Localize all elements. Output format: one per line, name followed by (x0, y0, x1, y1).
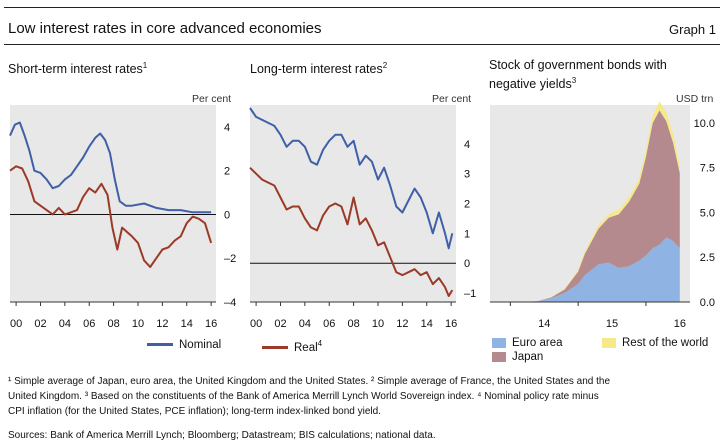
long-rates-xtick-label: 12 (396, 318, 408, 330)
legend-japan: Japan (492, 351, 543, 363)
footnotes: ¹ Simple average of Japan, euro area, th… (8, 376, 611, 417)
bonds-ytick-label: 0.0 (700, 297, 715, 309)
page-title: Low interest rates in core advanced econ… (8, 20, 322, 37)
short-rates-xtick-label: 12 (156, 318, 168, 330)
legend-nominal: Nominal (147, 339, 221, 351)
short-rates-xtick-label: 00 (10, 318, 22, 330)
short-rates-plot-bg (10, 105, 216, 302)
bonds-ytick-label: 7.5 (700, 163, 715, 175)
legend-real: Real4 (262, 339, 322, 354)
long-rates-xtick-label: 04 (299, 318, 311, 330)
unit-long: Per cent (432, 93, 472, 105)
bonds-ytick-label: 10.0 (694, 118, 715, 130)
panel-title-long: Long-term interest rates2 (250, 61, 388, 77)
long-rates-xtick-label: 08 (347, 318, 359, 330)
panel-title-bonds: Stock of government bonds with negative … (489, 58, 667, 92)
long-rates-xtick-label: 00 (250, 318, 262, 330)
long-rates-xtick-label: 02 (274, 318, 286, 330)
legend-euro-swatch (492, 337, 506, 348)
top-rule (4, 7, 720, 8)
short-rates-ytick-label: –2 (224, 253, 236, 265)
short-rates-xtick-label: 16 (205, 318, 217, 330)
short-rates-ytick-label: 2 (224, 166, 230, 178)
short-rates-ytick-label: 0 (224, 209, 230, 221)
long-rates-xtick-label: 10 (372, 318, 384, 330)
short-rates-xtick-label: 04 (59, 318, 71, 330)
sources-note: Sources: Bank of America Merrill Lynch; … (8, 430, 436, 441)
bonds-area-euro-area (523, 237, 680, 302)
long-rates-ytick-label: –1 (464, 288, 476, 300)
bonds-area-japan (523, 110, 680, 303)
bonds-xtick-label: 14 (538, 318, 550, 330)
short-rates-xtick-label: 02 (34, 318, 46, 330)
legend-japan-swatch (492, 351, 506, 362)
long-rates-series-real (249, 166, 454, 297)
panel-title-short: Short-term interest rates1 (8, 61, 148, 77)
short-rates-ytick-label: 4 (224, 122, 230, 134)
long-rates-ytick-label: 0 (464, 258, 470, 270)
long-rates-ytick-label: 1 (464, 228, 470, 240)
unit-short: Per cent (192, 93, 232, 105)
long-rates-xtick-label: 14 (421, 318, 433, 330)
long-rates-ytick-label: 4 (464, 139, 470, 151)
short-rates-xtick-label: 14 (181, 318, 193, 330)
unit-bonds: USD trn (676, 93, 714, 105)
bonds-xtick-label: 16 (674, 318, 686, 330)
bonds-xtick-label: 15 (606, 318, 618, 330)
legend-euro: Euro area (492, 337, 563, 349)
short-rates-xtick-label: 06 (83, 318, 95, 330)
bonds-ytick-label: 2.5 (700, 252, 715, 264)
long-rates-xtick-label: 06 (323, 318, 335, 330)
short-rates-xtick-label: 10 (132, 318, 144, 330)
title-rule (4, 44, 720, 45)
graph-label: Graph 1 (669, 22, 716, 37)
bonds-ytick-label: 5.0 (700, 207, 715, 219)
legend-rest: Rest of the world (602, 337, 708, 349)
legend-rest-swatch (602, 337, 616, 348)
long-rates-ytick-label: 2 (464, 199, 470, 211)
legend-nominal-swatch (147, 343, 173, 347)
long-rates-ytick-label: 3 (464, 169, 470, 181)
short-rates-ytick-label: –4 (224, 297, 236, 309)
short-rates-xtick-label: 08 (107, 318, 119, 330)
short-rates-series-real (9, 165, 213, 268)
long-rates-xtick-label: 16 (445, 318, 457, 330)
legend-real-swatch (262, 346, 288, 350)
short-rates-series-nominal (9, 121, 212, 214)
long-rates-series-nominal (249, 107, 454, 250)
